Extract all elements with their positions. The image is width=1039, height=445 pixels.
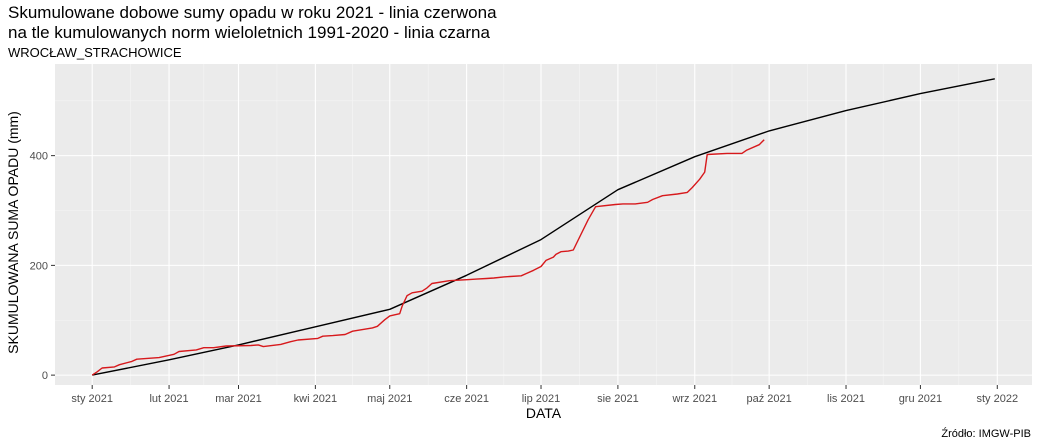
x-tick-label: sie 2021	[597, 393, 639, 405]
y-axis-title: SKUMULOWANA SUMA OPADU (mm)	[5, 111, 21, 354]
y-tick-label: 0	[42, 370, 48, 382]
plot-panel	[55, 64, 1032, 385]
x-tick-label: lut 2021	[149, 393, 188, 405]
series-line-2021	[91, 139, 765, 376]
x-tick-label: maj 2021	[367, 393, 412, 405]
x-tick-label: lis 2021	[827, 393, 865, 405]
chart-title-line2: na tle kumulowanych norm wieloletnich 19…	[8, 23, 490, 42]
x-tick-label: lip 2021	[522, 393, 561, 405]
x-tick-label: wrz 2021	[671, 393, 717, 405]
x-tick-label: sty 2021	[71, 393, 113, 405]
x-tick-label: sty 2022	[976, 393, 1018, 405]
chart-title-line1: Skumulowane dobowe sumy opadu w roku 202…	[8, 3, 497, 22]
x-tick-label: cze 2021	[444, 393, 489, 405]
source-note: Źródło: IMGW-PIB	[941, 428, 1031, 440]
major-gridlines	[55, 64, 1032, 385]
axes-layer: sty 2021 lut 2021 mar 2021 kwi 2021 maj 2021…	[30, 151, 1018, 405]
series-layer	[91, 78, 995, 376]
x-tick-label: mar 2021	[215, 393, 261, 405]
plot-background	[55, 64, 1032, 385]
x-tick-label: gru 2021	[899, 393, 942, 405]
chart-subtitle: WROCŁAW_STRACHOWICE	[8, 45, 182, 60]
x-tick-label: paź 2021	[747, 393, 792, 405]
x-axis-title: DATA	[526, 405, 562, 421]
x-tick-label: kwi 2021	[294, 393, 337, 405]
minor-gridlines	[55, 64, 1032, 385]
y-tick-label: 200	[30, 260, 48, 272]
y-tick-label: 400	[30, 151, 48, 163]
series-line-normal	[92, 78, 995, 376]
